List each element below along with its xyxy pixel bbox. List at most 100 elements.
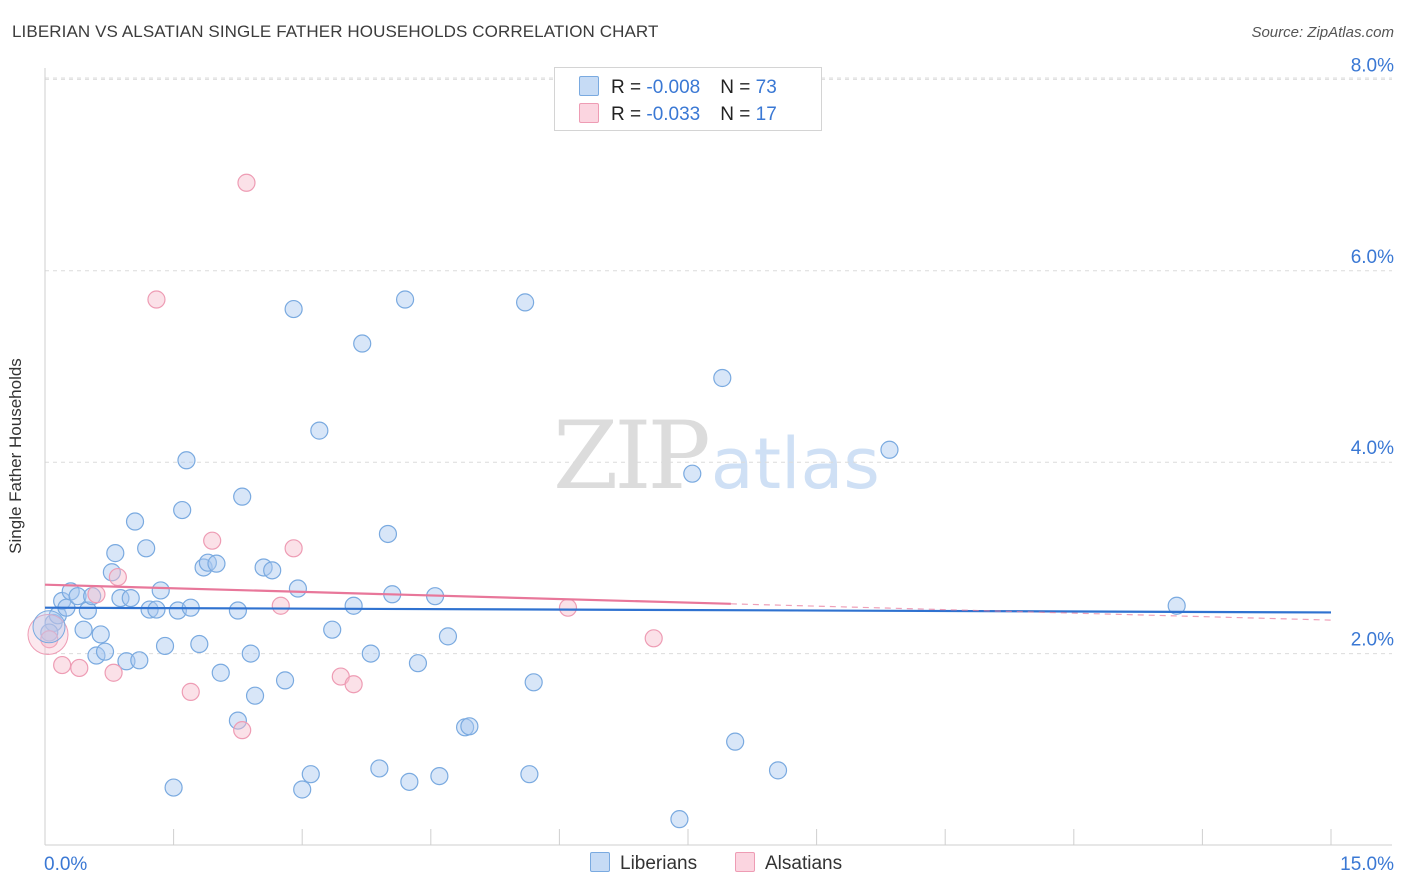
liberian-point: [370, 759, 389, 778]
alsatian-point: [147, 290, 166, 309]
liberian-point: [106, 544, 125, 563]
liberian-point: [241, 644, 260, 663]
legend-n-label: N =: [720, 104, 756, 125]
liberian-point: [147, 600, 166, 619]
liberian-point: [353, 334, 372, 353]
alsatian-point: [344, 675, 363, 694]
chart-title: LIBERIAN VS ALSATIAN SINGLE FATHER HOUSE…: [12, 22, 659, 41]
alsatian-point: [271, 596, 290, 615]
liberian-point: [323, 620, 342, 639]
liberian-point: [361, 644, 380, 663]
x-tick-label: 15.0%: [1340, 854, 1394, 875]
liberian-point: [344, 596, 363, 615]
alsatian-trend-line: [44, 583, 731, 605]
liberian-point: [228, 601, 247, 620]
correlation-legend: R = -0.008 N = 73 R = -0.033 N = 17: [554, 67, 822, 131]
liberian-point: [438, 627, 458, 646]
liberian-point: [164, 778, 183, 797]
liberian-point: [683, 464, 702, 483]
alsatian-point: [27, 613, 69, 655]
legend-r-value: -0.008: [646, 77, 701, 98]
liberian-trend-line: [44, 606, 1332, 614]
liberian-point: [117, 652, 136, 671]
legend-row-alsatians: R = -0.033 N = 17: [579, 103, 777, 125]
liberian-point: [78, 601, 97, 620]
liberian-point: [211, 663, 230, 682]
liberian-point: [111, 588, 130, 608]
liberian-point: [520, 765, 539, 784]
alsatian-point: [53, 655, 72, 675]
liberian-point: [177, 451, 196, 470]
liberian-point: [263, 561, 282, 580]
y-tick-label: 4.0%: [1351, 438, 1394, 459]
legend-n-label: N =: [720, 77, 756, 98]
source-label: Source: ZipAtlas.com: [1251, 24, 1394, 41]
liberian-point: [670, 810, 689, 829]
liberian-point: [74, 620, 93, 639]
liberian-point: [32, 610, 66, 644]
liberian-point: [207, 554, 226, 573]
liberian-point: [68, 587, 87, 606]
y-tick-label: 2.0%: [1351, 630, 1394, 651]
alsatian-point: [70, 658, 89, 678]
liberian-point: [768, 761, 788, 780]
liberian-point: [408, 654, 428, 673]
liberian-point: [516, 293, 535, 312]
legend-swatch-alsatians: [579, 103, 599, 123]
liberian-point: [460, 717, 479, 736]
liberian-point: [524, 673, 543, 692]
legend-row-liberians: R = -0.008 N = 73: [579, 76, 777, 98]
alsatian-point: [284, 539, 303, 558]
alsatian-point: [104, 663, 123, 682]
liberian-point: [125, 512, 145, 531]
alsatian-point: [108, 567, 127, 587]
liberian-point: [245, 686, 265, 705]
alsatian-point: [558, 598, 578, 617]
liberian-point: [713, 368, 732, 388]
liberian-point: [233, 487, 252, 506]
legend-swatch-liberians: [579, 76, 599, 96]
liberian-point: [284, 299, 303, 319]
alsatian-point: [233, 721, 252, 740]
alsatian-point: [203, 531, 222, 550]
liberian-point: [228, 711, 247, 730]
bottom-legend-label-alsatians: Alsatians: [765, 853, 843, 874]
alsatian-point: [644, 629, 663, 648]
liberian-point: [40, 623, 59, 642]
liberian-point: [430, 766, 449, 786]
liberian-point: [275, 671, 295, 690]
liberian-point: [1167, 596, 1186, 615]
y-tick-label: 8.0%: [1351, 55, 1394, 76]
y-axis-label: Single Father Households: [6, 358, 25, 554]
legend-n-value: 17: [755, 104, 777, 125]
liberian-point: [880, 440, 899, 459]
x-tick-label: 0.0%: [44, 854, 87, 875]
liberian-point: [87, 646, 106, 665]
bottom-legend-label-liberians: Liberians: [620, 853, 698, 874]
bottom-legend-liberians: Liberians: [590, 852, 697, 875]
bottom-legend-swatch-alsatians: [735, 852, 755, 872]
liberian-point: [288, 579, 308, 598]
liberian-point: [378, 524, 398, 544]
liberian-point: [190, 634, 209, 654]
legend-r-label: R =: [611, 104, 647, 125]
liberian-point: [726, 732, 745, 751]
liberian-point: [310, 421, 329, 440]
liberian-point: [91, 625, 110, 644]
liberian-point: [140, 600, 159, 619]
alsatian-point: [40, 630, 59, 649]
liberian-point: [293, 780, 312, 799]
liberian-point: [151, 581, 170, 600]
alsatian-point: [237, 173, 256, 192]
liberian-point: [130, 651, 149, 670]
liberian-point: [400, 772, 419, 791]
liberian-point: [102, 563, 121, 582]
liberian-point: [395, 290, 415, 309]
legend-r-value: -0.033: [646, 104, 701, 125]
legend-r-label: R =: [611, 77, 647, 98]
liberian-point: [95, 642, 115, 661]
legend-n-value: 73: [755, 77, 777, 98]
y-tick-label: 6.0%: [1351, 247, 1394, 268]
bottom-legend-swatch-liberians: [590, 852, 610, 872]
